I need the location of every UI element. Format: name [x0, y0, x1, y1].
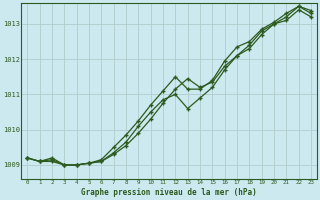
X-axis label: Graphe pression niveau de la mer (hPa): Graphe pression niveau de la mer (hPa): [81, 188, 257, 197]
